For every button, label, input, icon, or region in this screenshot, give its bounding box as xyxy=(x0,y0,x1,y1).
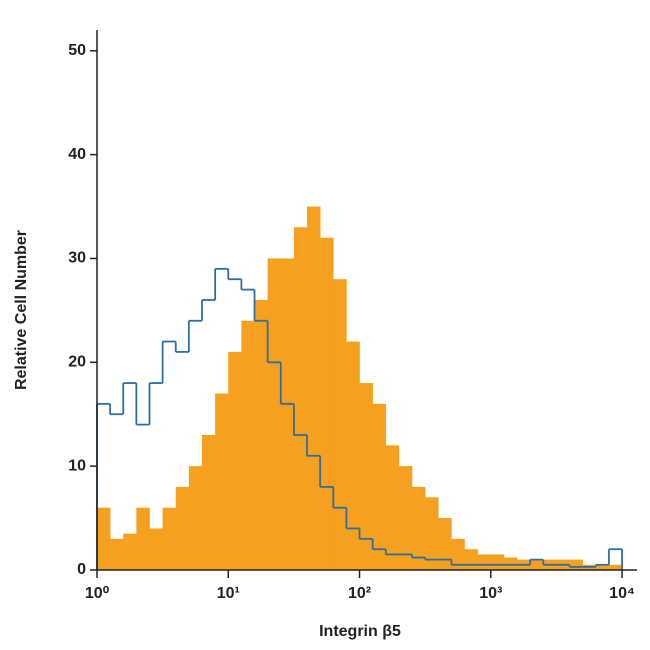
y-tick-label: 0 xyxy=(77,561,86,578)
histogram-bar xyxy=(254,300,268,570)
x-axis-label: Integrin β5 xyxy=(319,623,401,640)
histogram-bar xyxy=(307,206,321,571)
histogram-bar xyxy=(110,538,124,570)
y-tick-label: 40 xyxy=(68,146,86,163)
histogram-bar xyxy=(267,258,282,570)
histogram-bar xyxy=(569,559,583,570)
y-tick-label: 10 xyxy=(68,457,86,474)
histogram-bar xyxy=(241,320,255,570)
x-tick-label: 10¹ xyxy=(217,585,240,602)
histogram-bar xyxy=(451,538,465,570)
histogram-bar xyxy=(123,533,137,570)
histogram-bar xyxy=(333,279,347,570)
histogram-bar xyxy=(162,507,177,570)
x-tick-label: 10⁴ xyxy=(609,585,635,602)
histogram-bar xyxy=(320,237,334,570)
histogram-bar xyxy=(280,258,295,570)
y-tick-label: 50 xyxy=(68,42,86,59)
histogram-bar xyxy=(464,549,478,570)
histogram-bar xyxy=(175,486,190,570)
histogram-bar xyxy=(202,435,216,570)
histogram-bar xyxy=(228,351,242,570)
histogram-bar xyxy=(136,507,150,570)
histogram-bar xyxy=(530,559,544,570)
histogram-bar xyxy=(188,466,203,570)
x-tick-label: 10⁰ xyxy=(85,585,110,602)
histogram-bar xyxy=(412,486,426,570)
histogram-bar xyxy=(385,445,400,570)
y-tick-label: 30 xyxy=(68,250,86,267)
histogram-bar xyxy=(608,564,623,570)
y-tick-label: 20 xyxy=(68,354,86,371)
histogram-bar xyxy=(359,383,373,570)
histogram-bar xyxy=(398,466,413,570)
histogram-bar xyxy=(293,227,308,571)
histogram-bar xyxy=(477,554,492,570)
histogram-bar xyxy=(595,564,610,570)
x-tick-label: 10² xyxy=(348,585,371,602)
x-tick-label: 10³ xyxy=(479,585,502,602)
histogram-bar xyxy=(490,554,505,570)
histogram-bar xyxy=(372,403,387,570)
y-axis-label: Relative Cell Number xyxy=(13,230,30,390)
histogram-bar xyxy=(503,557,518,570)
histogram-bar xyxy=(149,528,163,570)
histogram-bar xyxy=(346,341,360,570)
histogram-bar xyxy=(438,518,452,570)
histogram-bar xyxy=(425,497,439,570)
histogram-bar xyxy=(97,507,111,570)
histogram-bar xyxy=(215,393,229,570)
